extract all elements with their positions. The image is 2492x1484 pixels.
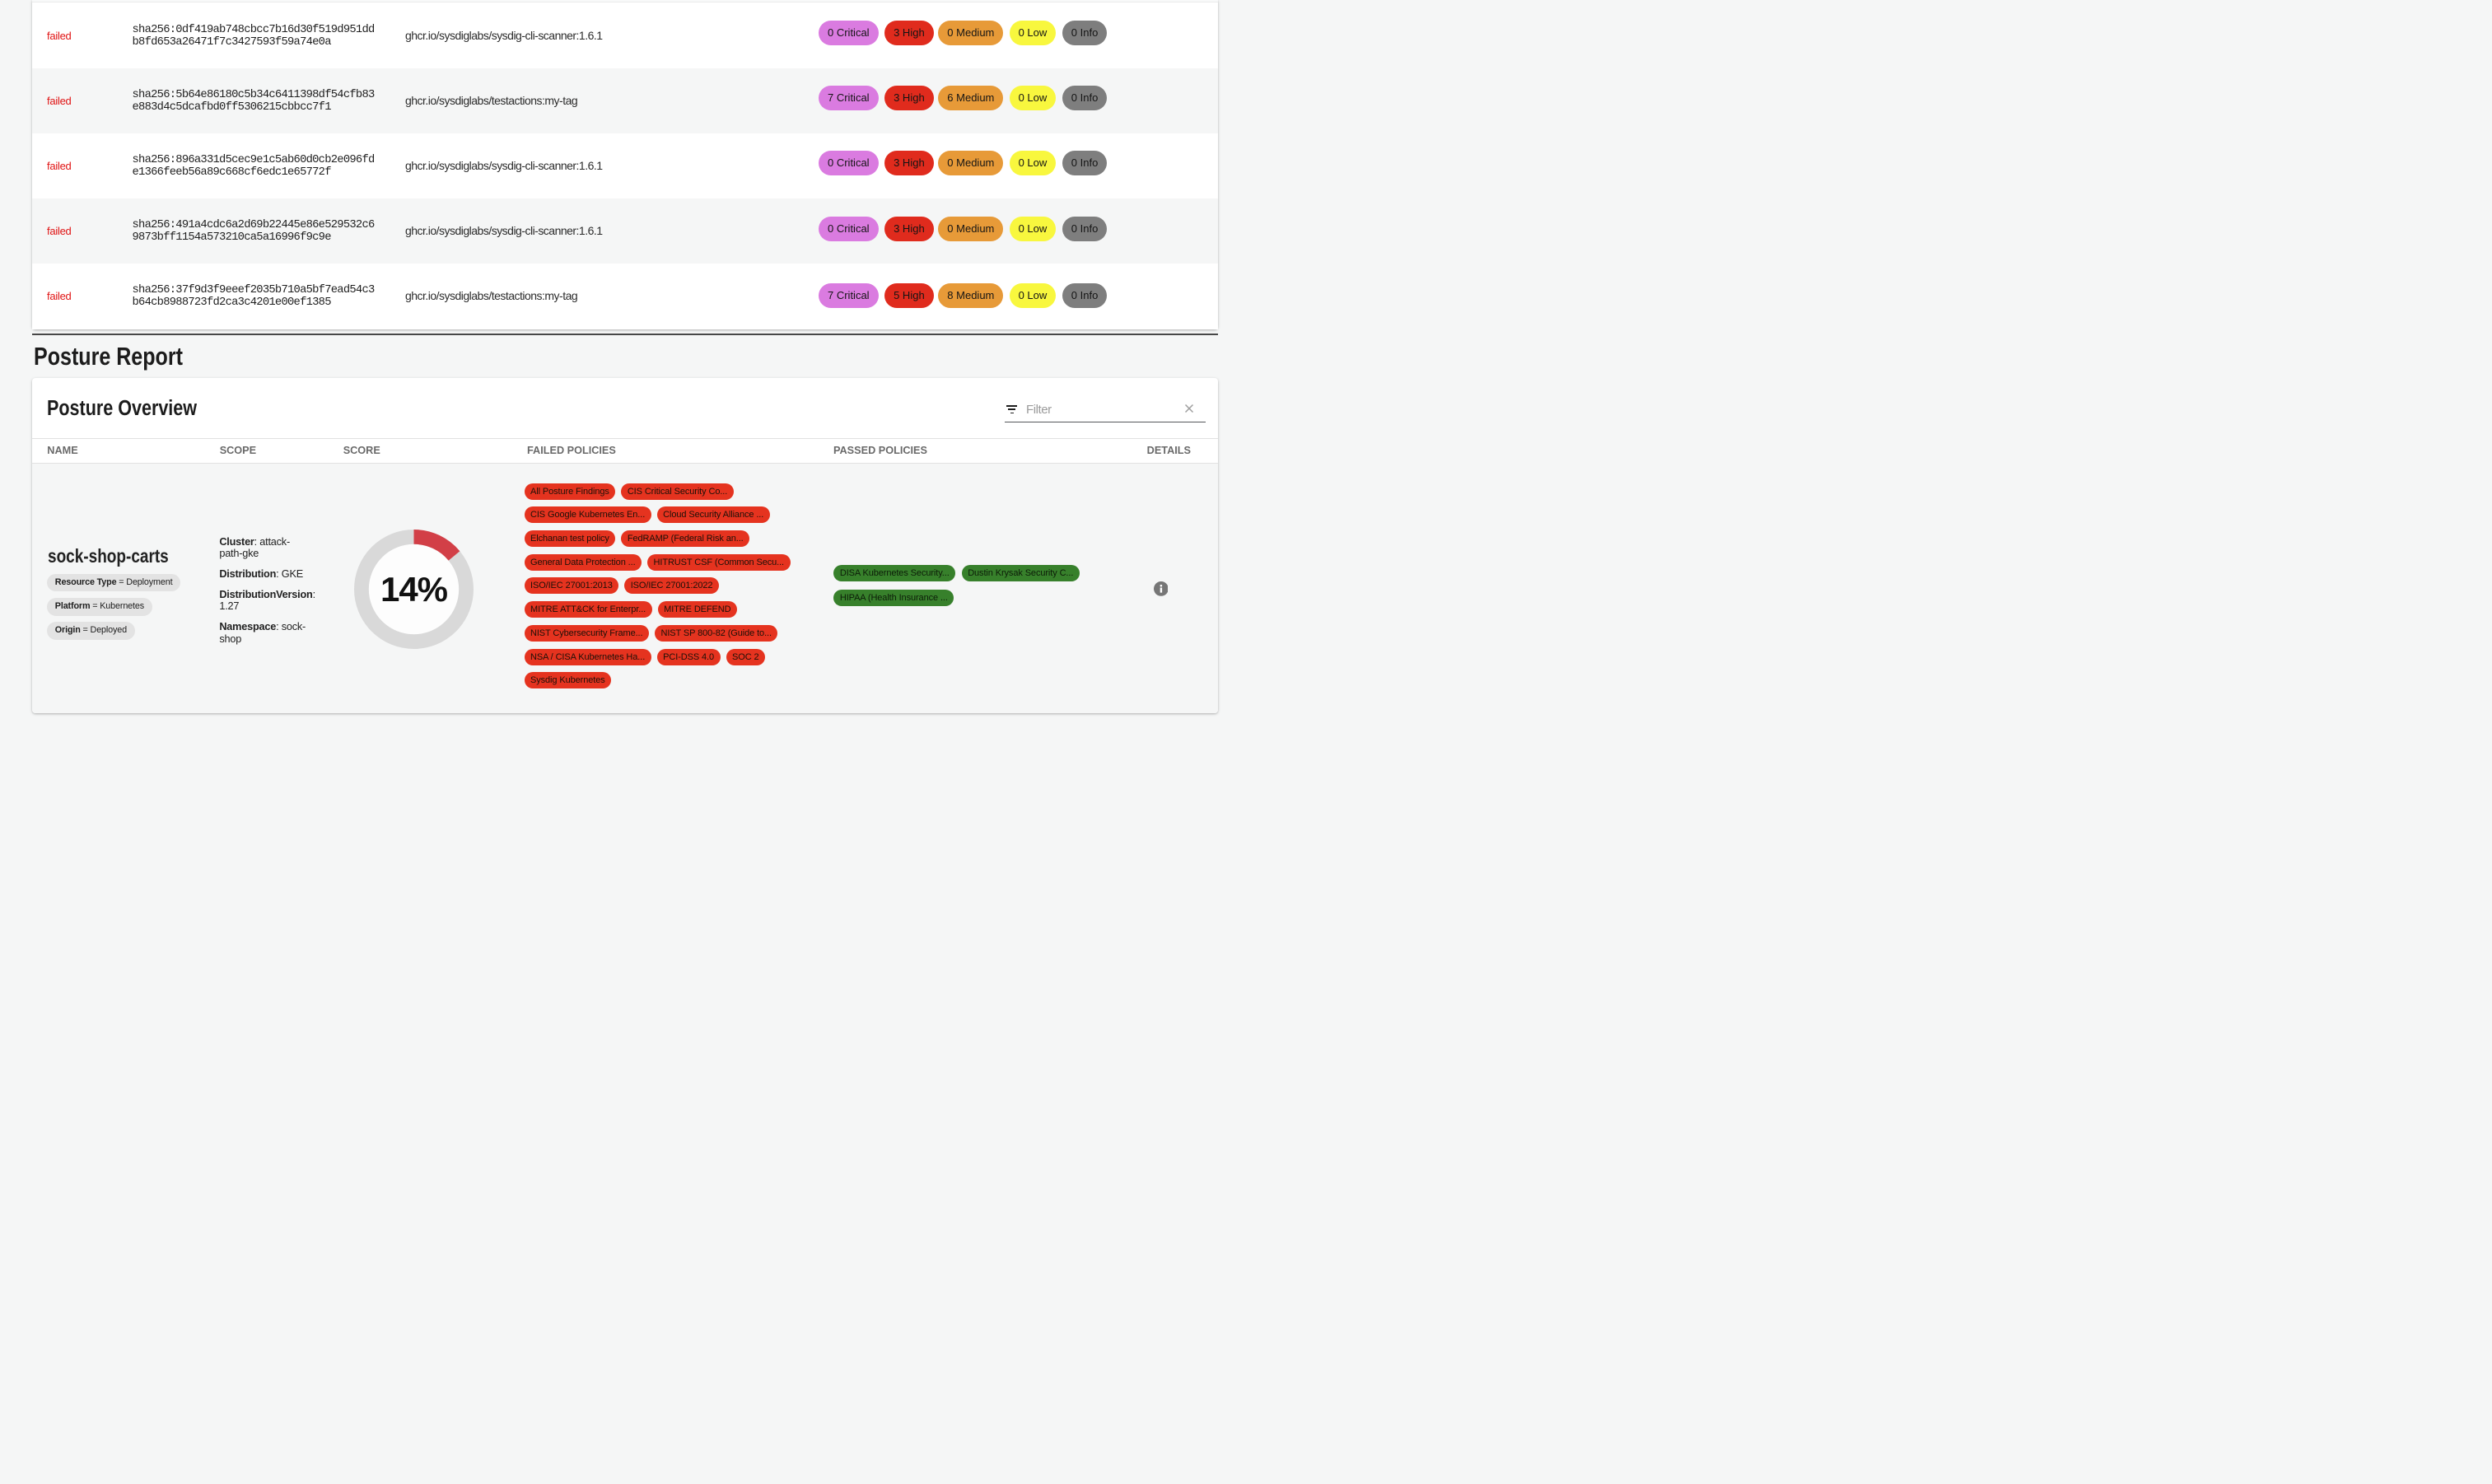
svg-text:14%: 14% bbox=[380, 570, 447, 609]
